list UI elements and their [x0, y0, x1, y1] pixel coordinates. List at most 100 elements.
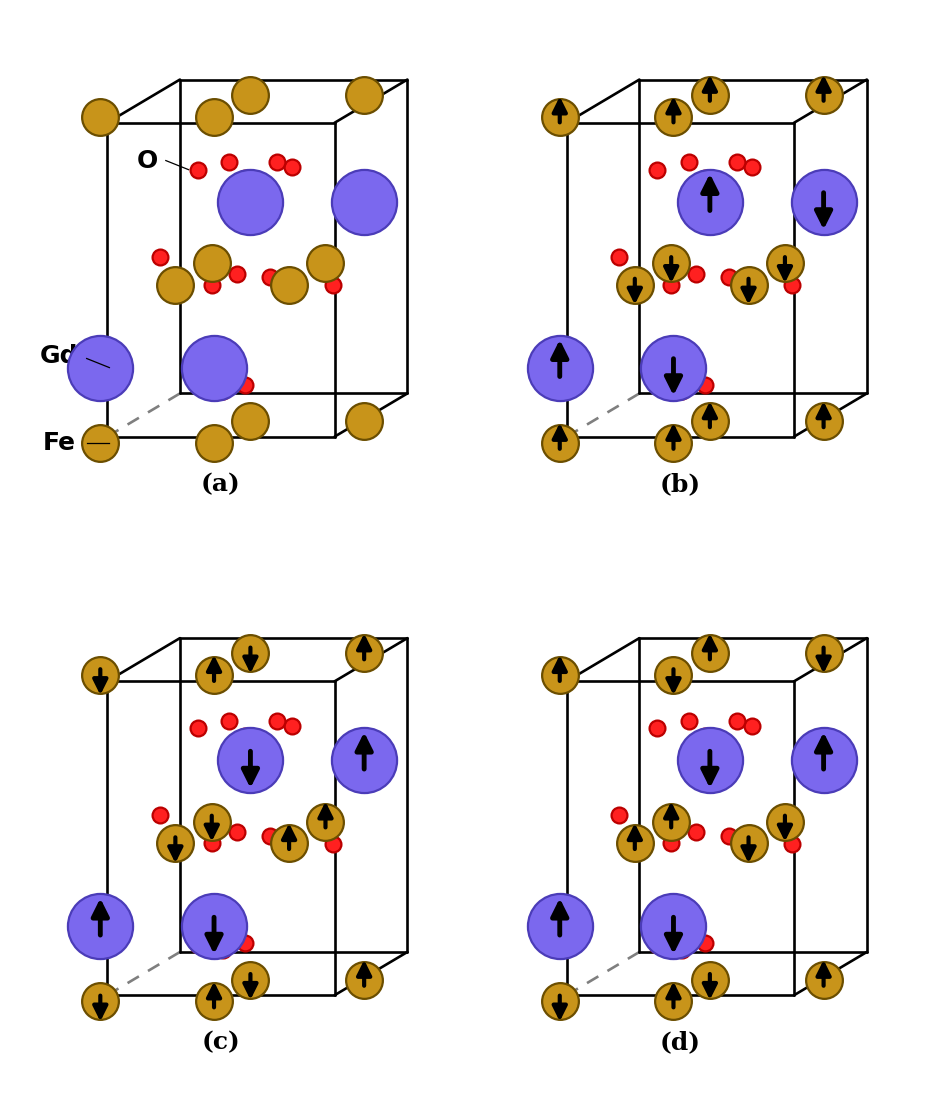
- Point: [703, 751, 717, 769]
- Point: [666, 107, 681, 125]
- Point: [168, 834, 183, 852]
- Point: [666, 666, 681, 684]
- Point: [93, 359, 108, 377]
- Point: [741, 834, 756, 852]
- Point: [262, 268, 277, 286]
- Point: [230, 265, 244, 283]
- Point: [204, 834, 219, 852]
- Point: [190, 719, 205, 737]
- Point: [741, 276, 756, 294]
- Point: [552, 993, 567, 1011]
- Point: [675, 941, 689, 959]
- Point: [703, 86, 717, 104]
- Point: [206, 359, 221, 377]
- Point: [168, 276, 183, 294]
- Point: [243, 644, 258, 662]
- Point: [356, 751, 371, 769]
- Point: [204, 813, 219, 831]
- Point: [216, 941, 230, 959]
- Point: [243, 192, 258, 210]
- Point: [243, 751, 258, 769]
- Point: [93, 107, 108, 125]
- Point: [666, 359, 681, 377]
- Point: [238, 376, 253, 394]
- Text: (c): (c): [202, 1031, 240, 1054]
- Point: [816, 751, 831, 769]
- Point: [689, 824, 703, 842]
- Point: [326, 276, 341, 294]
- Point: [730, 712, 745, 730]
- Point: [356, 413, 371, 430]
- Text: (b): (b): [660, 472, 701, 496]
- Point: [318, 813, 333, 831]
- Point: [816, 86, 831, 104]
- Point: [703, 413, 717, 430]
- Point: [816, 644, 831, 662]
- Point: [816, 970, 831, 988]
- Point: [285, 717, 299, 735]
- Point: [785, 835, 800, 853]
- Point: [190, 377, 205, 395]
- Point: [666, 917, 681, 935]
- Point: [206, 434, 221, 452]
- Point: [703, 970, 717, 988]
- Point: [93, 434, 108, 452]
- Point: [230, 824, 244, 842]
- Point: [238, 169, 253, 187]
- Point: [552, 666, 567, 684]
- Point: [552, 107, 567, 125]
- Point: [282, 834, 297, 852]
- Point: [681, 712, 696, 730]
- Text: (a): (a): [201, 472, 241, 496]
- Point: [745, 268, 759, 286]
- Point: [627, 834, 642, 852]
- Point: [93, 993, 108, 1011]
- Point: [204, 276, 219, 294]
- Point: [730, 153, 745, 171]
- Point: [152, 247, 167, 265]
- Point: [243, 970, 258, 988]
- Point: [190, 936, 205, 954]
- Text: Fe: Fe: [43, 430, 76, 455]
- Point: [222, 153, 237, 171]
- Text: Gd: Gd: [40, 344, 78, 368]
- Point: [318, 254, 333, 272]
- Point: [721, 827, 736, 845]
- Point: [552, 917, 567, 935]
- Point: [204, 254, 219, 272]
- Text: (d): (d): [660, 1031, 701, 1054]
- Point: [216, 382, 230, 400]
- Point: [552, 359, 567, 377]
- Point: [649, 377, 664, 395]
- Point: [697, 376, 712, 394]
- Point: [243, 413, 258, 430]
- Point: [697, 728, 712, 746]
- Point: [675, 382, 689, 400]
- Point: [190, 161, 205, 179]
- Point: [745, 827, 759, 845]
- Point: [206, 917, 221, 935]
- Point: [270, 153, 285, 171]
- Point: [697, 169, 712, 187]
- Point: [663, 813, 678, 831]
- Point: [745, 159, 759, 177]
- Point: [666, 993, 681, 1011]
- Point: [745, 717, 759, 735]
- Point: [93, 917, 108, 935]
- Point: [270, 712, 285, 730]
- Point: [777, 813, 792, 831]
- Point: [285, 159, 299, 177]
- Point: [703, 192, 717, 210]
- Point: [285, 827, 299, 845]
- Point: [649, 719, 664, 737]
- Point: [243, 86, 258, 104]
- Point: [721, 268, 736, 286]
- Point: [238, 935, 253, 953]
- Point: [649, 936, 664, 954]
- Point: [262, 827, 277, 845]
- Point: [785, 276, 800, 294]
- Point: [206, 993, 221, 1011]
- Point: [206, 666, 221, 684]
- Point: [663, 254, 678, 272]
- Point: [552, 434, 567, 452]
